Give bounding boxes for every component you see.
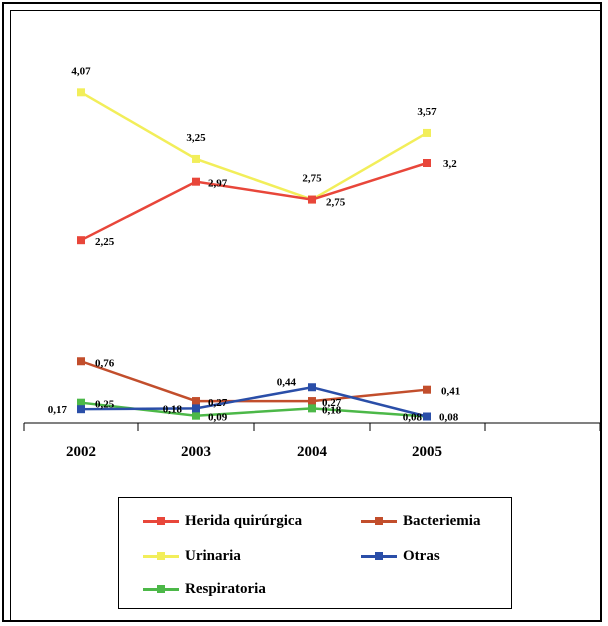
x-tick-label: 2003: [181, 444, 211, 460]
legend-swatch: [143, 551, 179, 560]
data-point: [192, 411, 200, 420]
series-urinaria: [77, 88, 431, 204]
data-label: 0,25: [95, 399, 115, 411]
data-point: [77, 88, 85, 97]
data-label: 2,25: [95, 236, 115, 248]
x-axis: 2002 2003 2004 2005: [23, 422, 601, 460]
data-label: 0,08: [403, 412, 423, 424]
legend-label: Urinaria: [185, 547, 241, 564]
legend-label: Otras: [403, 547, 440, 564]
legend-swatch: [361, 516, 397, 525]
data-label: 0,76: [95, 357, 115, 369]
data-point: [423, 412, 431, 421]
series-bacteriemia: [77, 357, 431, 406]
data-point: [423, 128, 431, 137]
data-point: [192, 177, 200, 186]
legend: Herida quirúrgica Bacteriemia Urinaria O…: [118, 497, 512, 609]
data-point: [308, 383, 316, 392]
legend-label: Herida quirúrgica: [185, 512, 303, 529]
data-point: [77, 398, 85, 407]
data-label: 0,09: [208, 412, 228, 424]
data-label: 3,25: [186, 132, 206, 144]
series-herida-quir-rgica: [77, 159, 431, 245]
data-point: [308, 195, 316, 204]
legend-item-otras: Otras: [361, 546, 440, 566]
data-point: [77, 236, 85, 245]
data-point: [308, 404, 316, 413]
chart-frame-outer: [2, 2, 602, 622]
legend-label: Respiratoria: [185, 580, 266, 597]
legend-item-bacteriemia: Bacteriemia: [361, 511, 480, 531]
legend-swatch: [143, 584, 179, 593]
data-label: 2,75: [326, 197, 346, 209]
data-label: 0,18: [163, 403, 183, 415]
legend-item-urinaria: Urinaria: [143, 546, 241, 566]
legend-label: Bacteriemia: [403, 512, 481, 529]
series-line: [80, 161, 428, 242]
data-point: [77, 357, 85, 366]
data-point: [77, 405, 85, 414]
data-label: 2,97: [208, 178, 228, 190]
series-otras: [77, 383, 431, 421]
chart-frame-inner: [10, 10, 600, 622]
data-label: 4,07: [71, 65, 91, 77]
data-label: 0,18: [322, 404, 342, 416]
data-point: [423, 159, 431, 167]
x-tick-label: 2002: [66, 444, 96, 460]
legend-swatch: [143, 516, 179, 525]
data-label: 3,2: [443, 158, 457, 170]
data-label: 0,27: [322, 397, 342, 409]
data-label: 0,27: [208, 397, 228, 409]
series-lines: [77, 88, 431, 421]
series-line: [80, 360, 428, 403]
data-label: 0,08: [439, 412, 459, 424]
data-point: [192, 404, 200, 413]
x-tick-label: 2004: [297, 444, 328, 460]
data-label: 0,17: [48, 404, 68, 416]
legend-item-respiratoria: Respiratoria: [143, 579, 266, 599]
legend-item-herida-quirurgica: Herida quirúrgica: [143, 511, 302, 531]
data-point: [423, 385, 431, 394]
data-point: [192, 154, 200, 163]
series-line: [80, 91, 428, 201]
series-line: [80, 385, 428, 418]
data-point: [308, 397, 316, 406]
legend-swatch: [361, 551, 397, 560]
data-point: [192, 397, 200, 406]
data-label: 0,44: [277, 376, 297, 388]
data-label: 3,57: [417, 106, 437, 118]
x-tick-label: 2005: [412, 444, 442, 460]
data-label: 2,75: [302, 173, 322, 185]
data-label: 0,41: [441, 386, 460, 398]
data-labels: 2,25 2,97 2,75 3,2 0,76 0,27 0,27 0,41 4,07 3,25 2…: [48, 65, 461, 423]
